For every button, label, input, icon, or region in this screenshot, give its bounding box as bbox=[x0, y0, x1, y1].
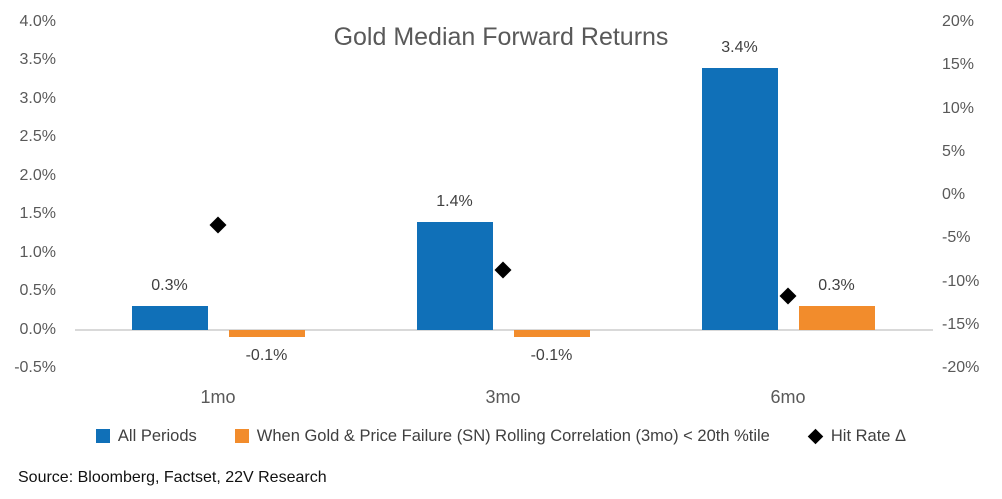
category-label: 1mo bbox=[200, 387, 236, 407]
hit-rate-diamond-marker bbox=[494, 261, 512, 279]
left-axis-tick: 2.0% bbox=[19, 166, 56, 184]
source-note: Source: Bloomberg, Factset, 22V Research bbox=[18, 469, 327, 486]
bar-value-label: 3.4% bbox=[721, 39, 758, 57]
legend-square-icon bbox=[234, 429, 249, 443]
left-axis-tick: 1.0% bbox=[19, 243, 56, 261]
right-axis-tick: 15% bbox=[942, 56, 975, 74]
zero-gridline bbox=[75, 328, 933, 331]
bar-conditional bbox=[228, 329, 305, 338]
right-axis-tick: 0% bbox=[942, 186, 966, 203]
left-axis-tick: 0.0% bbox=[19, 320, 56, 338]
legend-item-all-periods: All Periods bbox=[95, 426, 197, 446]
right-axis-tick: 5% bbox=[942, 142, 966, 160]
bar-all-periods bbox=[416, 221, 493, 330]
right-axis-tick: -10% bbox=[942, 272, 980, 290]
bar-conditional bbox=[798, 306, 875, 330]
left-axis-tick: 0.5% bbox=[19, 282, 56, 300]
bar-all-periods bbox=[701, 68, 778, 330]
right-axis-tick: -20% bbox=[942, 359, 980, 376]
hit-rate-diamond-marker bbox=[779, 287, 797, 305]
legend-item-conditional: When Gold & Price Failure (SN) Rolling C… bbox=[234, 426, 770, 446]
category-label: 6mo bbox=[770, 387, 806, 407]
bar-value-label: -0.1% bbox=[530, 347, 573, 365]
left-axis-tick: -0.5% bbox=[14, 359, 56, 376]
left-axis-tick: 3.5% bbox=[19, 51, 56, 69]
left-axis-tick: 4.0% bbox=[19, 13, 56, 30]
legend-item-hit-rate: Hit Rate Δ bbox=[807, 426, 907, 446]
category-label: 3mo bbox=[485, 387, 521, 407]
left-axis-tick: 1.5% bbox=[19, 205, 56, 223]
left-axis-tick: 3.0% bbox=[19, 89, 56, 107]
bar-value-label: -0.1% bbox=[245, 347, 288, 365]
bar-value-label: 0.3% bbox=[151, 277, 188, 295]
legend-diamond-icon bbox=[807, 428, 824, 444]
bar-value-label: 0.3% bbox=[818, 277, 855, 295]
right-axis-tick: -5% bbox=[942, 229, 971, 247]
bar-conditional bbox=[513, 329, 590, 338]
right-axis-tick: -15% bbox=[942, 315, 980, 333]
legend-label: When Gold & Price Failure (SN) Rolling C… bbox=[256, 426, 770, 445]
bar-value-label: 1.4% bbox=[436, 192, 473, 210]
legend-square-icon bbox=[95, 429, 110, 443]
right-axis-tick: 20% bbox=[942, 13, 975, 30]
legend-label: Hit Rate Δ bbox=[830, 426, 907, 445]
bar-all-periods bbox=[131, 306, 208, 330]
legend: All Periods When Gold & Price Failure (SN… bbox=[0, 424, 1002, 448]
chart-title: Gold Median Forward Returns bbox=[333, 23, 669, 51]
hit-rate-diamond-marker bbox=[209, 216, 227, 234]
legend-label: All Periods bbox=[117, 426, 197, 445]
left-axis-tick: 2.5% bbox=[19, 128, 56, 146]
right-axis-tick: 10% bbox=[942, 99, 975, 117]
